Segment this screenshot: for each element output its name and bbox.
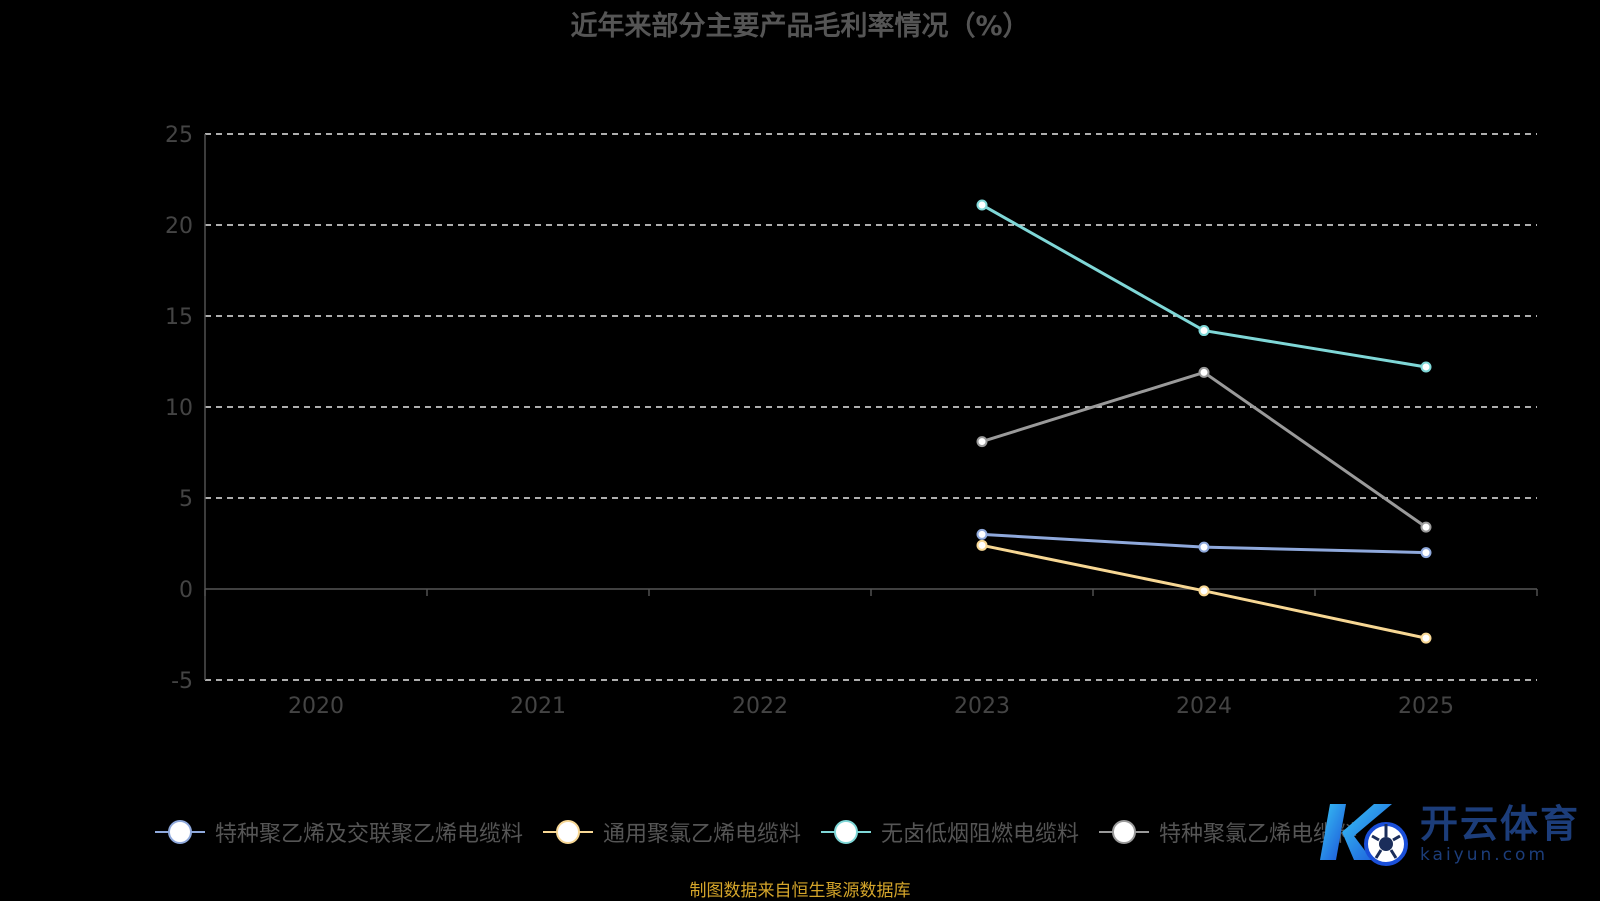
series-lines: [976, 199, 1432, 644]
data-point: [976, 528, 988, 540]
legend-swatch: [1099, 819, 1150, 845]
data-point: [1420, 521, 1432, 533]
legend-label: 通用聚氯乙烯电缆料: [603, 822, 802, 847]
legend-swatch: [543, 819, 594, 845]
legend-item[interactable]: 无卤低烟阻燃电缆料: [821, 816, 1079, 848]
legend-label: 特种聚乙烯及交联聚乙烯电缆料: [215, 822, 524, 847]
data-point: [976, 436, 988, 448]
chart-title: 近年来部分主要产品毛利率情况（%）: [570, 11, 1030, 42]
y-tick-label: -5: [171, 669, 193, 694]
data-point: [976, 199, 988, 211]
tick-labels: 25 20 15 10 5 0 -5 2020 2021 2022 2023 2024 2025: [165, 123, 1454, 719]
data-point: [1198, 541, 1210, 553]
grid-lines: [205, 133, 1537, 681]
data-point: [1198, 366, 1210, 378]
legend-label: 无卤低烟阻燃电缆料: [881, 822, 1080, 847]
x-tick-label: 2021: [510, 694, 566, 719]
data-point: [1198, 585, 1210, 597]
legend-swatch: [155, 819, 205, 845]
y-tick-label: 20: [165, 214, 193, 239]
x-tick-label: 2024: [1176, 694, 1232, 719]
x-tick-label: 2023: [954, 694, 1010, 719]
y-tick-label: 10: [165, 396, 193, 421]
y-tick-label: 15: [165, 305, 193, 330]
series-line: [981, 370, 1427, 529]
watermark-url: kaiyun.com: [1420, 845, 1549, 865]
watermark-brand: 开云体育: [1420, 802, 1581, 846]
x-tick-label: 2025: [1398, 694, 1454, 719]
y-tick-label: 5: [179, 487, 193, 512]
x-tick-label: 2022: [732, 694, 788, 719]
y-tick-label: 25: [165, 123, 193, 148]
legend: 特种聚乙烯及交联聚乙烯电缆料 通用聚氯乙烯电缆料 无卤低烟阻燃电缆料 特种聚氯乙烯电缆…: [155, 816, 1357, 848]
watermark-logo-icon: [1320, 804, 1408, 866]
data-point: [976, 539, 988, 551]
y-tick-label: 0: [179, 578, 193, 603]
data-point: [1198, 325, 1210, 337]
series-line: [981, 203, 1427, 369]
watermark: 开云体育 kaiyun.com: [1312, 798, 1580, 870]
data-point: [1420, 361, 1432, 373]
legend-item[interactable]: 特种聚乙烯及交联聚乙烯电缆料: [155, 816, 523, 848]
x-tick-label: 2020: [288, 694, 344, 719]
data-point: [1420, 547, 1432, 559]
data-point: [1420, 632, 1432, 644]
axes: [204, 134, 1538, 680]
legend-item[interactable]: 通用聚氯乙烯电缆料: [543, 816, 801, 848]
source-note: 制图数据来自恒生聚源数据库: [689, 881, 911, 901]
legend-swatch: [821, 819, 872, 845]
